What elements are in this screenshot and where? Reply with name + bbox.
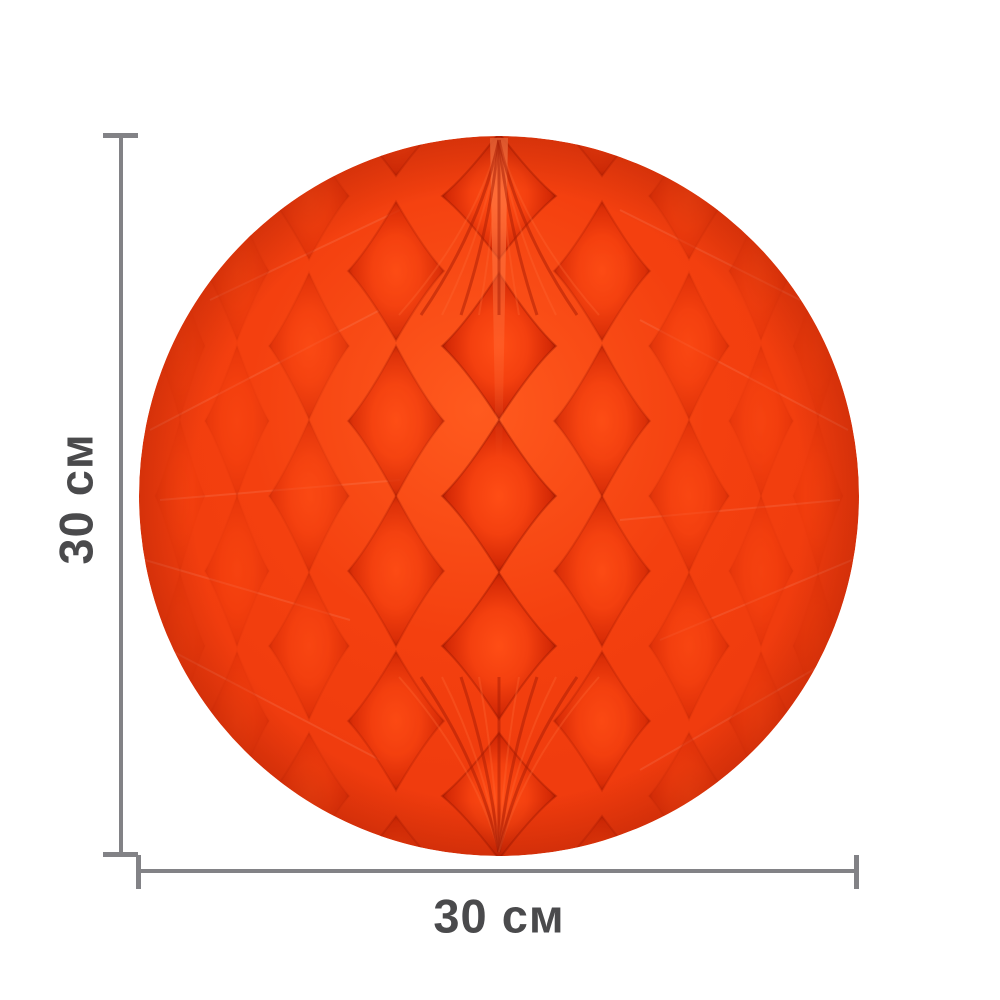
height-dimension-line	[119, 134, 123, 855]
width-dimension-left-cap	[136, 855, 141, 889]
width-dimension-line	[138, 869, 857, 873]
height-dimension-bottom-cap	[103, 852, 138, 857]
width-dimension-right-cap	[854, 855, 859, 889]
height-dimension-label: 30 см	[49, 433, 103, 565]
width-dimension-label: 30 см	[433, 889, 565, 943]
height-dimension-top-cap	[103, 133, 138, 138]
